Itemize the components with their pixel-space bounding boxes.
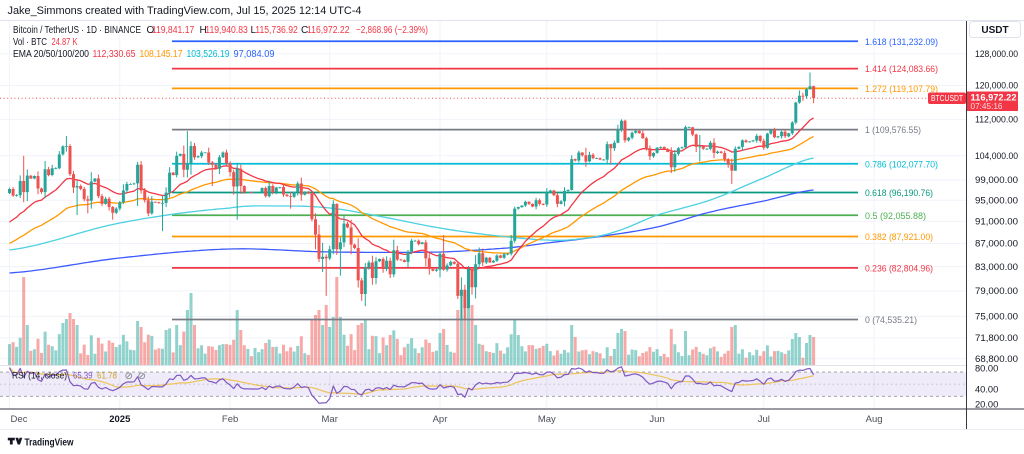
svg-text:71,800.00: 71,800.00 bbox=[975, 333, 1018, 343]
svg-text:104,000.00: 104,000.00 bbox=[975, 151, 1018, 161]
svg-text:2025: 2025 bbox=[109, 414, 131, 425]
svg-text:119,940.83: 119,940.83 bbox=[205, 25, 248, 36]
svg-text:87,000.00: 87,000.00 bbox=[975, 239, 1018, 249]
svg-text:120,000.00: 120,000.00 bbox=[975, 81, 1018, 91]
svg-text:0.382 (87,921.00): 0.382 (87,921.00) bbox=[865, 232, 933, 243]
svg-text:20.00: 20.00 bbox=[975, 400, 998, 410]
svg-text:24.87 K: 24.87 K bbox=[52, 37, 78, 48]
svg-text:0.5 (92,055.88): 0.5 (92,055.88) bbox=[865, 211, 926, 222]
svg-text:L: L bbox=[251, 25, 257, 36]
svg-text:79,000.00: 79,000.00 bbox=[975, 286, 1018, 296]
svg-text:O: O bbox=[147, 25, 155, 36]
svg-text:112,000.00: 112,000.00 bbox=[975, 115, 1018, 125]
svg-text:83,000.00: 83,000.00 bbox=[975, 262, 1018, 272]
svg-text:BTCUSDT: BTCUSDT bbox=[931, 94, 963, 103]
svg-text:80.00: 80.00 bbox=[975, 364, 998, 374]
svg-text:0 (74,535.21): 0 (74,535.21) bbox=[865, 315, 917, 326]
svg-text:RSI (14, close): RSI (14, close) bbox=[12, 371, 67, 382]
svg-text:112,330.65: 112,330.65 bbox=[93, 49, 136, 60]
svg-text:1.618 (131,232.09): 1.618 (131,232.09) bbox=[865, 37, 938, 48]
svg-text:07:45:16: 07:45:16 bbox=[971, 101, 1003, 111]
svg-text:0.618 (96,190.76): 0.618 (96,190.76) bbox=[865, 188, 933, 199]
svg-text:40.00: 40.00 bbox=[975, 385, 998, 395]
svg-text:128,000.00: 128,000.00 bbox=[975, 49, 1018, 59]
svg-text:TradingView: TradingView bbox=[25, 437, 75, 449]
svg-text:May: May bbox=[538, 414, 556, 425]
svg-text:Jun: Jun bbox=[649, 414, 664, 425]
svg-text:0.786 (102,077.70): 0.786 (102,077.70) bbox=[865, 159, 938, 170]
svg-text:91,000.00: 91,000.00 bbox=[975, 217, 1018, 227]
svg-text:Bitcoin / TetherUS · 1D · BINA: Bitcoin / TetherUS · 1D · BINANCE bbox=[13, 25, 141, 36]
svg-text:115,736.92: 115,736.92 bbox=[255, 25, 298, 36]
svg-text:1.414 (124,083.66): 1.414 (124,083.66) bbox=[865, 64, 938, 75]
svg-text:−2,868.96 (−2.39%): −2,868.96 (−2.39%) bbox=[356, 25, 428, 36]
svg-text:0.236 (82,804.96): 0.236 (82,804.96) bbox=[865, 263, 933, 274]
svg-text:116,972.22: 116,972.22 bbox=[307, 25, 350, 36]
svg-text:65.39: 65.39 bbox=[73, 371, 93, 382]
svg-text:61.78: 61.78 bbox=[97, 371, 117, 382]
svg-text:Dec: Dec bbox=[11, 414, 28, 425]
svg-text:EMA 20/50/100/200: EMA 20/50/100/200 bbox=[13, 49, 89, 60]
svg-text:119,841.17: 119,841.17 bbox=[152, 25, 195, 36]
svg-text:H: H bbox=[200, 25, 207, 36]
svg-text:108,145.17: 108,145.17 bbox=[140, 49, 183, 60]
svg-text:Jake_Simmons created with Trad: Jake_Simmons created with TradingView.co… bbox=[8, 5, 362, 17]
svg-text:Feb: Feb bbox=[222, 414, 238, 425]
svg-text:⊘: ⊘ bbox=[138, 371, 146, 382]
svg-text:Vol · BTC: Vol · BTC bbox=[13, 37, 47, 48]
svg-text:75,000.00: 75,000.00 bbox=[975, 312, 1018, 322]
svg-text:103,526.19: 103,526.19 bbox=[187, 49, 230, 60]
svg-text:97,084.09: 97,084.09 bbox=[234, 49, 275, 60]
svg-text:Apr: Apr bbox=[433, 414, 448, 425]
svg-text:Aug: Aug bbox=[866, 414, 883, 425]
svg-text:116,972.22: 116,972.22 bbox=[971, 93, 1017, 104]
svg-text:68,800.00: 68,800.00 bbox=[975, 354, 1018, 364]
svg-text:1 (109,576.55): 1 (109,576.55) bbox=[865, 125, 921, 136]
svg-text:USDT: USDT bbox=[981, 25, 1008, 36]
svg-text:99,000.00: 99,000.00 bbox=[975, 175, 1018, 185]
svg-text:95,000.00: 95,000.00 bbox=[975, 196, 1018, 206]
svg-text:Mar: Mar bbox=[322, 414, 338, 425]
svg-text:1.272 (119,107.79): 1.272 (119,107.79) bbox=[865, 84, 938, 95]
svg-text:Jul: Jul bbox=[758, 414, 770, 425]
svg-text:⊘: ⊘ bbox=[125, 371, 133, 382]
svg-text:C: C bbox=[301, 25, 308, 36]
